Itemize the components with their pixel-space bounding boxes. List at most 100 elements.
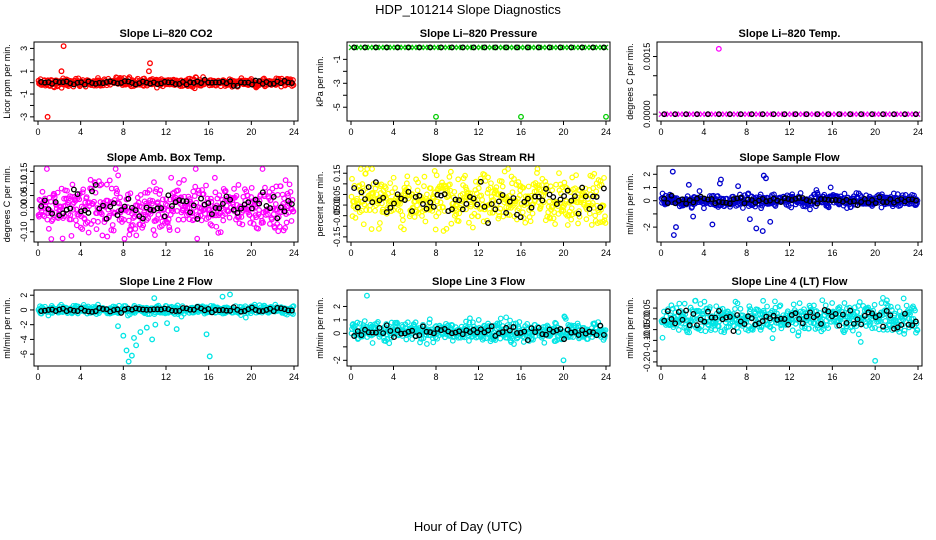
data-point <box>156 191 163 197</box>
mean-data-point <box>818 196 824 203</box>
outlier-point <box>149 336 156 343</box>
outlier-point <box>151 295 158 302</box>
data-point <box>95 218 101 225</box>
mean-data-point <box>694 111 700 118</box>
mean-data-point <box>252 77 259 84</box>
data-point <box>176 180 182 186</box>
data-point <box>586 210 593 217</box>
x-tick-label: 24 <box>913 127 923 137</box>
data-point <box>757 191 764 198</box>
data-point <box>788 204 795 211</box>
data-point <box>88 185 95 192</box>
data-point <box>550 215 557 222</box>
mean-data-point <box>593 193 600 200</box>
mean-data-point <box>597 204 604 211</box>
data-point <box>437 199 444 206</box>
mean-data-point <box>205 79 212 86</box>
data-point <box>64 187 70 194</box>
data-point <box>133 232 140 239</box>
data-point <box>446 181 453 188</box>
mean-data-point <box>223 193 230 200</box>
data-point <box>435 210 442 216</box>
y-tick-label: 0.05 <box>642 299 652 317</box>
data-point <box>583 216 590 223</box>
data-point <box>140 222 147 229</box>
y-axis-label: percent per min. <box>315 171 325 236</box>
data-point <box>789 327 796 334</box>
mean-data-point <box>575 210 582 217</box>
data-point <box>108 227 115 233</box>
data-point <box>403 180 410 187</box>
y-axis-label: degrees C per min. <box>2 166 12 243</box>
mean-data-point <box>96 79 103 86</box>
mean-data-point <box>825 196 832 203</box>
data-point <box>549 187 556 194</box>
y-tick-label: -1 <box>19 90 29 98</box>
x-tick-label: 8 <box>433 248 438 258</box>
mean-data-point <box>785 195 792 202</box>
outlier-point <box>685 181 692 188</box>
mean-data-point <box>78 208 85 215</box>
mean-data-point <box>492 44 499 51</box>
outlier-point <box>145 68 152 75</box>
mean-data-point <box>179 198 186 205</box>
mean-data-point <box>391 200 397 207</box>
mean-data-point <box>201 76 208 83</box>
mean-data-point <box>770 111 777 118</box>
data-point <box>451 188 458 195</box>
data-point <box>475 185 482 192</box>
data-point <box>360 221 367 228</box>
data-point <box>822 302 829 309</box>
data-point <box>226 214 233 221</box>
data-point <box>467 190 474 197</box>
x-tick-label: 4 <box>701 127 706 137</box>
data-point <box>745 190 752 197</box>
x-tick-label: 8 <box>744 372 749 382</box>
data-point <box>76 196 83 203</box>
mean-data-point <box>701 195 708 202</box>
mean-data-point <box>470 195 477 202</box>
y-tick-label: 0.05 <box>332 186 342 204</box>
mean-data-point <box>463 200 470 207</box>
mean-data-point <box>517 214 524 221</box>
mean-data-point <box>161 213 168 220</box>
data-point <box>444 187 451 194</box>
plot-frame <box>346 41 611 122</box>
panel-title: Slope Sample Flow <box>739 152 840 164</box>
data-point <box>109 222 116 228</box>
data-point <box>236 220 243 227</box>
data-point <box>597 178 604 184</box>
mean-data-point <box>887 196 894 203</box>
mean-data-point <box>586 206 593 212</box>
data-point <box>696 188 703 194</box>
mean-data-point <box>474 201 481 208</box>
data-point <box>191 193 198 199</box>
data-point <box>488 180 494 187</box>
mean-data-point <box>52 199 59 206</box>
data-point <box>166 227 173 233</box>
mean-data-point <box>759 111 766 118</box>
data-point <box>764 303 770 310</box>
mean-data-point <box>553 201 560 208</box>
data-point <box>272 201 279 207</box>
data-point <box>746 303 753 310</box>
mean-data-point <box>506 198 513 205</box>
y-axis-label: ml/min per min. <box>2 297 12 359</box>
x-tick-label: 24 <box>289 372 299 382</box>
mean-data-point <box>524 44 531 51</box>
mean-data-point <box>564 187 571 194</box>
data-point <box>404 173 411 180</box>
data-point <box>77 224 84 231</box>
mean-data-point <box>401 197 408 203</box>
mean-data-point <box>89 80 96 86</box>
mean-data-point <box>172 81 179 88</box>
data-point <box>399 212 406 219</box>
mean-data-point <box>781 195 788 202</box>
data-point <box>511 175 517 182</box>
data-point <box>151 179 157 186</box>
data-point <box>537 203 544 210</box>
x-tick-label: 8 <box>433 127 438 137</box>
mean-data-point <box>419 201 426 207</box>
x-tick-label: 8 <box>121 127 126 137</box>
data-point <box>602 220 609 226</box>
